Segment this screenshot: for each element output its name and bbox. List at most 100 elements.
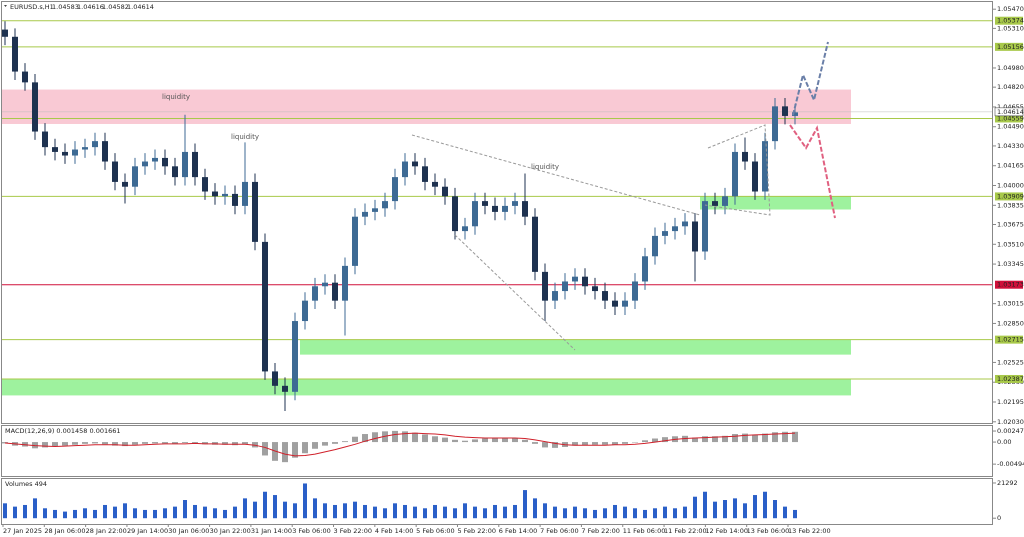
y-tick-label: 1.04655 — [997, 103, 1024, 111]
macd-bar — [222, 442, 228, 445]
macd-bar — [72, 442, 78, 445]
current-price-box — [994, 107, 1024, 117]
candle-body — [572, 276, 578, 282]
macd-bar — [422, 434, 428, 443]
macd-bar — [112, 442, 118, 446]
volume-bar — [783, 506, 787, 519]
candle-body — [692, 221, 698, 252]
x-tick-label: 12 Feb 14:00 — [705, 527, 748, 535]
wedge — [704, 124, 771, 216]
volume-bar — [273, 495, 277, 519]
macd-bar — [782, 431, 788, 443]
candle-body — [2, 29, 8, 37]
x-tick-label: 4 Feb 14:00 — [375, 527, 414, 535]
volume-bar — [253, 501, 257, 519]
candle-body — [612, 300, 618, 307]
annotation: liquidity — [231, 133, 259, 141]
candle-body — [472, 201, 478, 227]
plot — [2, 21, 798, 519]
candle-body — [112, 161, 118, 182]
y-tick-label: 1.02195 — [997, 398, 1024, 406]
candle-body — [132, 166, 138, 187]
candle-body — [752, 161, 758, 192]
volume-bar — [423, 508, 427, 519]
candle-body — [582, 276, 588, 287]
macd-bar — [632, 442, 638, 443]
volume-bar — [243, 498, 247, 519]
volume-bar — [283, 501, 287, 519]
candle-body — [742, 151, 748, 162]
x-tick-label: 11 Feb 22:00 — [664, 527, 707, 535]
volume-bar — [603, 508, 607, 519]
current-price-label: 1.04614 — [997, 108, 1024, 116]
macd-bar — [312, 442, 318, 449]
candle-body — [632, 281, 638, 301]
level-label-box — [995, 192, 1023, 201]
macd-bar — [332, 442, 338, 444]
macd-bar — [182, 442, 188, 443]
candle-body — [422, 166, 428, 182]
volume-bar — [343, 503, 347, 519]
main-frame — [1, 1, 993, 424]
macd-bar — [762, 433, 768, 443]
candle-body — [762, 141, 768, 192]
candle-body — [622, 300, 628, 307]
x-tick-label: 29 Jan 14:00 — [127, 527, 168, 535]
candle-body — [152, 157, 158, 162]
macd-bar — [372, 432, 378, 443]
x-tick-label: 13 Feb 06:00 — [747, 527, 790, 535]
volume-bar — [543, 503, 547, 519]
ohlc-low: 1.04582 — [102, 3, 129, 11]
volume-bar — [73, 509, 77, 519]
volume-bar — [373, 506, 377, 519]
level-label: 1.03909 — [997, 192, 1024, 200]
annotation: liquidity — [531, 163, 559, 171]
y-tick-label: 1.04980 — [997, 64, 1024, 72]
candle-body — [282, 385, 288, 392]
volume-bar — [53, 509, 57, 519]
volume-bar — [563, 508, 567, 519]
volume-frame — [1, 478, 993, 525]
macd-tick-label: 0.002471 — [997, 427, 1024, 435]
candle-body — [682, 221, 688, 227]
volume-bar — [233, 506, 237, 519]
menu-arrow[interactable] — [4, 5, 7, 7]
candle-body — [552, 291, 558, 301]
volume-bar — [593, 509, 597, 519]
candle-body — [92, 141, 98, 148]
ohlc-high: 1.04616 — [77, 3, 104, 11]
zone — [700, 196, 851, 210]
macd-bar — [692, 437, 698, 443]
candle-body — [792, 112, 798, 116]
candle-body — [462, 226, 468, 232]
volume-bar — [653, 508, 657, 519]
macd-bar — [402, 431, 408, 443]
candle-body — [392, 177, 398, 202]
y-tick-label: 1.02850 — [997, 319, 1024, 327]
volume-bar — [153, 509, 157, 519]
volume-bar — [163, 508, 167, 519]
macd-bar — [62, 442, 68, 446]
volume-bar — [753, 495, 757, 519]
candle-body — [662, 231, 668, 236]
macd-bar — [532, 442, 538, 444]
macd-bar — [432, 436, 438, 443]
volume-bar — [173, 506, 177, 519]
volume-bar — [3, 503, 7, 519]
macd-bar — [162, 442, 168, 444]
y-tick-label: 1.04820 — [997, 83, 1024, 91]
volume-bar — [763, 491, 767, 519]
macd-bar — [172, 442, 178, 444]
macd-bar — [472, 439, 478, 443]
ohlc-open: 1.04583 — [52, 3, 79, 11]
candle-body — [82, 147, 88, 150]
candle-body — [412, 161, 418, 167]
candle-body — [262, 241, 268, 372]
volume-bar — [453, 508, 457, 519]
volume-bar — [683, 506, 687, 519]
volume-bar — [203, 506, 207, 519]
x-tick-label: 30 Jan 06:00 — [168, 527, 209, 535]
macd-bar — [232, 442, 238, 446]
